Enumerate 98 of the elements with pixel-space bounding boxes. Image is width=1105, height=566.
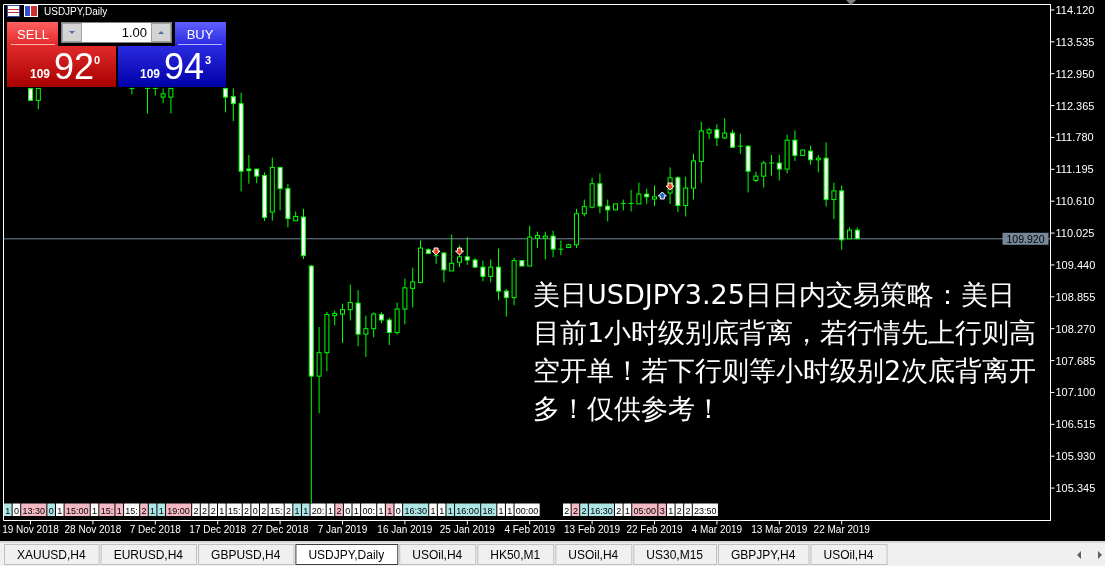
annotation: BUY [186,27,214,42]
annotation: 3 [659,505,665,516]
y-tick-label: 112.950 [1055,67,1095,80]
annotation: 1 [353,505,359,516]
text: 1 [5,505,11,516]
y-tick-label: 114.120 [1055,3,1095,16]
annotation: 92 [54,46,95,87]
annotation: 00:00 [515,505,539,516]
x-tick-label: 17 Dec 2018 [189,524,247,535]
x-tick-label: 28 Nov 2018 [64,524,122,535]
annotation: 1 [219,505,225,516]
annotation: 109 [140,67,161,81]
annotation: 1 [498,505,504,516]
annotation: 2 [193,505,199,516]
title: USDJPY,Daily [44,6,108,17]
y-tick-label: 109.440 [1055,258,1096,271]
y-tick-label: 113.535 [1055,35,1095,48]
annotation: 3 [205,54,212,66]
annotation: 1 [327,505,333,516]
y-tick-label: 108.270 [1055,322,1096,335]
y-tick-label: 106.515 [1055,418,1096,431]
annotation: 2 [244,505,250,516]
x-tick-label: 19 Nov 2018 [2,524,59,535]
annotation: 0 [252,505,258,516]
annotation: 0 [94,54,101,66]
annotation: 2 [676,505,682,516]
annotation: 19:00 [167,505,190,516]
annotation: 23:50 [694,505,717,516]
annotation: 2 [286,505,292,516]
annotation: 1 [57,505,63,516]
y-tick-label: 110.025 [1055,227,1095,240]
y-tick-label: 105.345 [1055,482,1096,495]
annotation: 16:30 [590,505,613,516]
annotation: 1 [158,505,164,516]
annotation: 2 [616,505,622,516]
y-tick-label: 111.780 [1055,131,1094,144]
annotation: 15: [100,505,114,516]
y-tick-label: 112.365 [1055,99,1095,112]
x-tick-label: 13 Feb 2019 [564,524,621,535]
annotation: 15: [269,505,283,516]
annotation: 2 [336,505,342,516]
annotation: 2 [572,505,578,516]
y-tick-label: 105.930 [1055,450,1096,463]
y-tick-label: 107.100 [1055,386,1096,399]
annotation: 109 [30,67,51,81]
annotation: 1 [387,505,393,516]
annotation: 18: [482,505,496,516]
x-tick-label: 7 Jan 2019 [317,524,368,535]
y-tick-label: 111.195 [1055,163,1094,176]
annotation: 2 [202,505,208,516]
annotation: 00: [362,505,375,516]
annotation: 1 [507,505,513,516]
x-tick-label: 4 Feb 2019 [504,524,555,535]
annotation: 15: [227,505,241,516]
annotation: 2 [261,505,267,516]
annotation: 1 [116,505,122,516]
annotation: 1 [624,505,630,516]
annotation: 1 [447,505,453,516]
annotation: 1.00 [121,25,147,40]
annotation: 20: [311,505,325,516]
annotation: 2 [685,505,691,516]
annotation: 15: [125,505,138,516]
annotation: 1 [303,505,309,516]
note: 美日USDJPY3.25日日内交易策略：美日目前1小时级别底背离，若行情先上行则高空开单！若下行则等小时级别2次底背离开多！仅供参考！ [533,279,1037,424]
x-tick-label: 25 Jan 2019 [439,524,495,535]
annotation: 1 [668,505,674,516]
annotation: 16:30 [404,505,427,516]
annotation: 1 [150,505,156,516]
annotation: 15:00 [65,505,89,516]
annotation: 2 [581,505,587,516]
x-tick-label: 7 Dec 2018 [129,524,181,535]
annotation: 1 [92,505,98,516]
annotation: 1 [439,505,445,516]
annotation: 0 [48,505,54,516]
annotation: 13:30 [22,505,46,516]
y-tick-label: 110.610 [1055,195,1095,208]
annotation: 2 [564,505,570,516]
annotation: 16:00 [456,505,479,516]
annotation: 1 [378,505,384,516]
annotation: 0 [395,505,401,516]
annotation: 0 [345,505,351,516]
x-tick-label: 27 Dec 2018 [251,524,309,535]
x-tick-label: 13 Mar 2019 [751,524,808,535]
annotation: 05:00 [633,505,657,516]
x-tick-label: 4 Mar 2019 [691,524,743,535]
annotation: 2 [141,505,147,516]
annotation: 2 [210,505,216,516]
y-tick-label: 108.855 [1055,290,1096,303]
x-tick-label: 22 Feb 2019 [626,524,683,535]
annotation: 1 [430,505,436,516]
y-tick-label: 107.685 [1055,354,1096,367]
x-tick-label: 22 Mar 2019 [813,524,870,535]
annotation: SELL [17,27,49,42]
text: 0 [13,505,19,516]
x-tick-label: 16 Jan 2019 [377,524,433,535]
annotation: 1 [294,505,300,516]
annotation: 94 [164,46,205,87]
ref-line-label: 109.920 [1006,232,1045,245]
